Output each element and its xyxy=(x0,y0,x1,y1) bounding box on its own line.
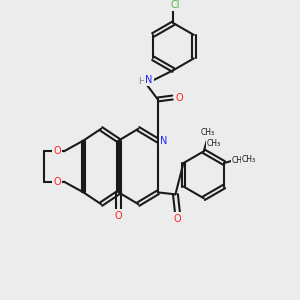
Text: Cl: Cl xyxy=(171,0,180,10)
Text: O: O xyxy=(174,214,181,224)
Text: O: O xyxy=(53,177,61,187)
Text: H: H xyxy=(138,77,145,86)
Text: N: N xyxy=(145,75,153,85)
Text: CH₃: CH₃ xyxy=(201,128,215,137)
Text: O: O xyxy=(53,146,61,156)
Text: N: N xyxy=(160,136,167,146)
Text: CH₃: CH₃ xyxy=(242,154,256,164)
Text: CH₃: CH₃ xyxy=(232,156,246,165)
Text: CH₃: CH₃ xyxy=(207,139,221,148)
Text: O: O xyxy=(176,92,183,103)
Text: O: O xyxy=(115,211,122,221)
